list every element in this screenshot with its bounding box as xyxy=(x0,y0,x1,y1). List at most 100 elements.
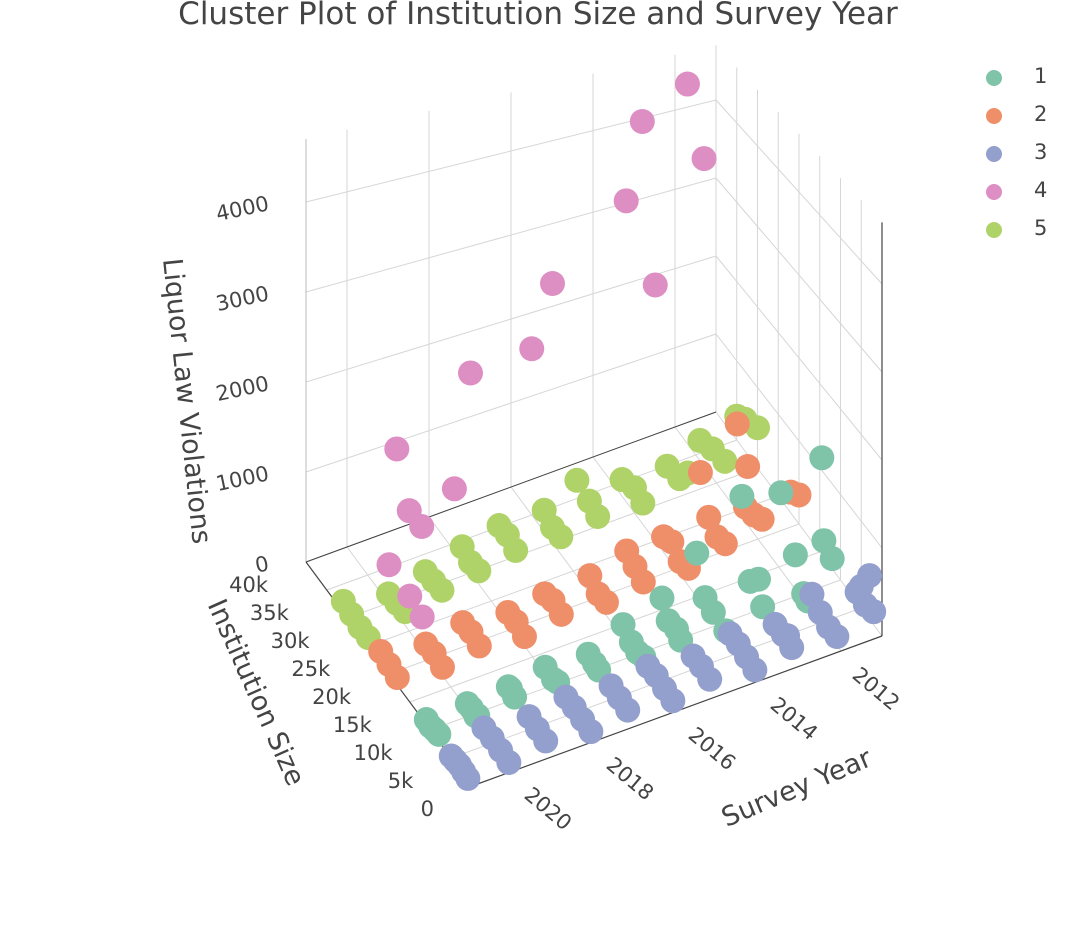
data-point-cluster-1[interactable] xyxy=(809,445,835,471)
data-point-cluster-1[interactable] xyxy=(746,566,771,592)
data-point-cluster-1[interactable] xyxy=(649,585,675,611)
z-tick-label: 0 xyxy=(253,551,271,577)
legend-item-5[interactable]: 5 xyxy=(980,214,1070,252)
data-point-cluster-2[interactable] xyxy=(384,665,410,691)
data-point-cluster-5[interactable] xyxy=(712,448,738,474)
y-tick-label: 20k xyxy=(312,685,352,709)
data-point-cluster-1[interactable] xyxy=(502,684,528,710)
legend-label: 4 xyxy=(1034,178,1048,202)
y-tick-label: 35k xyxy=(250,601,290,625)
legend-item-3[interactable]: 3 xyxy=(980,138,1070,176)
data-point-cluster-4[interactable] xyxy=(613,188,639,214)
data-point-cluster-4[interactable] xyxy=(397,583,423,609)
data-point-cluster-3[interactable] xyxy=(824,624,850,650)
data-point-cluster-1[interactable] xyxy=(782,542,808,568)
back-edge-line xyxy=(305,411,717,563)
legend-marker-icon xyxy=(986,222,1002,238)
data-point-cluster-1[interactable] xyxy=(684,540,710,566)
chart-title: Cluster Plot of Institution Size and Sur… xyxy=(178,0,898,32)
data-point-cluster-5[interactable] xyxy=(585,503,611,529)
data-point-cluster-5[interactable] xyxy=(548,524,574,550)
legend-label: 1 xyxy=(1034,64,1048,88)
data-point-cluster-5[interactable] xyxy=(429,577,455,603)
data-point-cluster-4[interactable] xyxy=(384,436,410,462)
data-point-cluster-3[interactable] xyxy=(857,563,883,589)
legend-label: 2 xyxy=(1034,102,1048,126)
data-point-cluster-2[interactable] xyxy=(786,482,812,508)
z-tick-label: 4000 xyxy=(214,191,271,226)
data-point-cluster-4[interactable] xyxy=(409,514,435,540)
data-point-cluster-5[interactable] xyxy=(745,415,770,441)
data-point-cluster-1[interactable] xyxy=(750,594,776,620)
data-point-cluster-2[interactable] xyxy=(466,633,492,659)
data-point-cluster-1[interactable] xyxy=(729,483,755,509)
z-tick-label: 1000 xyxy=(214,461,271,496)
data-point-cluster-4[interactable] xyxy=(642,272,668,298)
data-point-cluster-2[interactable] xyxy=(712,531,738,557)
legend-label: 5 xyxy=(1034,216,1048,240)
x-axis-label: Survey Year xyxy=(717,742,877,833)
data-point-cluster-2[interactable] xyxy=(659,529,685,555)
data-point-cluster-4[interactable] xyxy=(409,604,435,630)
data-point-cluster-3[interactable] xyxy=(533,728,559,754)
y-tick-label: 5k xyxy=(388,769,414,793)
data-point-cluster-3[interactable] xyxy=(660,688,686,714)
data-point-cluster-3[interactable] xyxy=(496,749,522,775)
data-point-cluster-5[interactable] xyxy=(564,467,590,493)
data-point-cluster-1[interactable] xyxy=(819,546,845,572)
y-tick-label: 30k xyxy=(271,629,311,653)
data-point-cluster-2[interactable] xyxy=(735,453,761,479)
legend-item-2[interactable]: 2 xyxy=(980,100,1070,138)
z-tick-label: 2000 xyxy=(214,371,271,406)
y-tick-label: 15k xyxy=(333,713,373,737)
data-point-cluster-4[interactable] xyxy=(519,336,545,362)
z-axis-label: Liquor Law Violations xyxy=(156,257,217,546)
data-point-cluster-3[interactable] xyxy=(615,697,641,723)
y-tick-label: 25k xyxy=(291,657,331,681)
data-point-cluster-2[interactable] xyxy=(593,589,619,615)
data-point-cluster-2[interactable] xyxy=(749,506,775,532)
data-point-cluster-3[interactable] xyxy=(779,635,805,661)
data-point-cluster-1[interactable] xyxy=(700,599,726,625)
legend-marker-icon xyxy=(986,70,1002,86)
data-point-cluster-2[interactable] xyxy=(724,411,750,437)
data-point-cluster-4[interactable] xyxy=(691,146,717,172)
y-tick-label: 0 xyxy=(421,797,434,821)
data-point-cluster-1[interactable] xyxy=(768,480,794,506)
data-point-cluster-2[interactable] xyxy=(429,654,455,680)
data-point-cluster-3[interactable] xyxy=(455,765,481,791)
data-point-cluster-4[interactable] xyxy=(674,71,700,97)
data-point-cluster-5[interactable] xyxy=(503,537,529,563)
legend-marker-icon xyxy=(986,146,1002,162)
data-point-cluster-2[interactable] xyxy=(696,504,722,530)
data-point-cluster-4[interactable] xyxy=(441,476,467,502)
data-point-cluster-4[interactable] xyxy=(540,271,565,296)
data-point-cluster-4[interactable] xyxy=(629,109,655,135)
y-tick-label: 40k xyxy=(229,573,269,597)
data-point-cluster-2[interactable] xyxy=(630,569,656,595)
data-point-cluster-5[interactable] xyxy=(466,558,492,584)
data-point-cluster-3[interactable] xyxy=(697,666,723,692)
x-tick-label: 2012 xyxy=(848,662,904,715)
data-point-cluster-1[interactable] xyxy=(426,721,452,747)
legend-label: 3 xyxy=(1034,140,1048,164)
z-tick-label: 3000 xyxy=(214,281,271,316)
data-point-cluster-3[interactable] xyxy=(742,657,768,683)
x-tick-label: 2020 xyxy=(520,782,576,835)
x-tick-label: 2014 xyxy=(766,692,822,745)
x-tick-label: 2016 xyxy=(684,722,740,775)
data-points[interactable] xyxy=(330,71,887,791)
legend-item-4[interactable]: 4 xyxy=(980,176,1070,214)
data-point-cluster-3[interactable] xyxy=(861,599,887,625)
data-point-cluster-2[interactable] xyxy=(548,601,574,627)
data-point-cluster-2[interactable] xyxy=(687,460,713,486)
legend: 1 2 3 4 5 xyxy=(980,62,1070,252)
data-point-cluster-2[interactable] xyxy=(511,624,537,650)
data-point-cluster-4[interactable] xyxy=(458,360,483,386)
legend-item-1[interactable]: 1 xyxy=(980,62,1070,100)
data-point-cluster-4[interactable] xyxy=(376,552,402,578)
legend-marker-icon xyxy=(986,108,1002,124)
data-point-cluster-5[interactable] xyxy=(630,490,656,516)
data-point-cluster-3[interactable] xyxy=(578,719,604,745)
